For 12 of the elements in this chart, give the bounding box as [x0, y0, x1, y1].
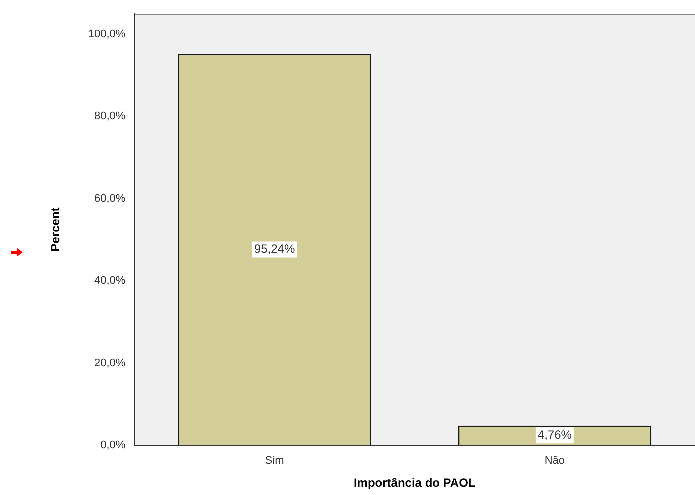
y-tick-label: 100,0% [88, 28, 126, 41]
data-label: 4,76% [538, 428, 572, 442]
y-tick-label: 20,0% [94, 357, 126, 370]
data-label: 95,24% [254, 242, 296, 256]
y-axis-title: Percent [48, 208, 63, 252]
x-axis-title: Importância do PAOL [354, 476, 476, 490]
y-tick-label: 80,0% [94, 110, 126, 123]
x-tick-label: Não [544, 455, 566, 468]
y-tick-label: 40,0% [94, 275, 126, 288]
x-tick-label: Sim [265, 455, 284, 468]
y-tick-label: 60,0% [94, 192, 126, 205]
y-tick-label: 0,0% [100, 439, 126, 452]
